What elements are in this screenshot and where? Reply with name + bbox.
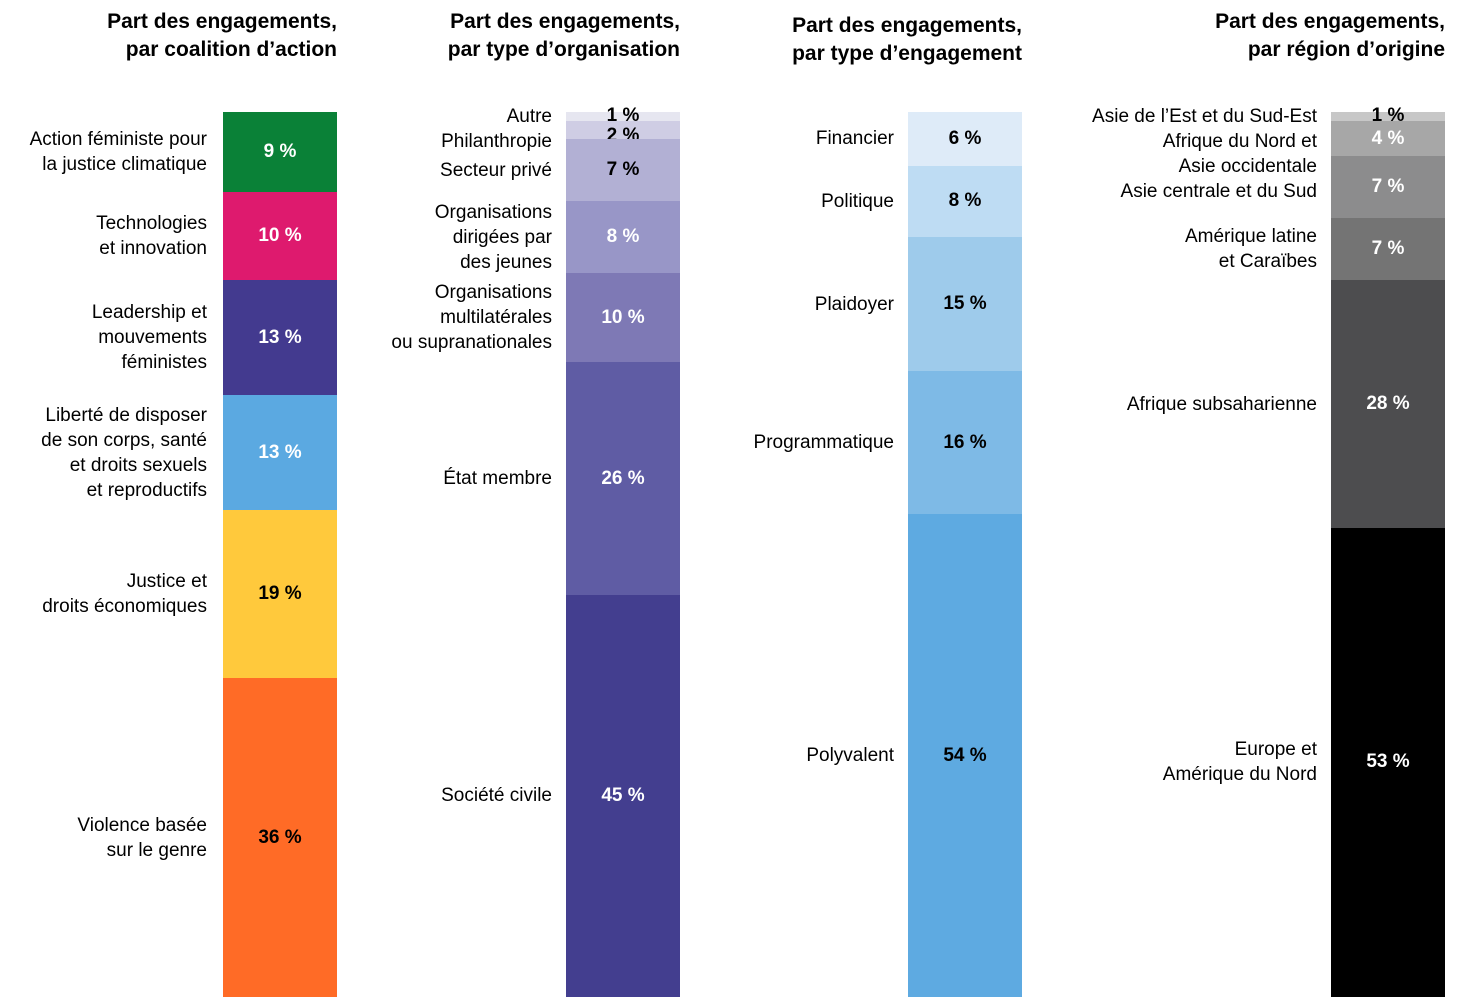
title-line: Part des engagements, <box>792 14 1022 37</box>
segment-label: Amérique latine et Caraïbes <box>1184 226 1317 273</box>
value-label: 53 % <box>1366 751 1410 773</box>
segment-label: Organisations multilatérales ou supranat… <box>391 282 552 354</box>
segment-label: Technologies et innovation <box>96 212 207 259</box>
segment-label: Asie centrale et du Sud <box>1120 180 1317 202</box>
bar-segment <box>1331 120 1445 157</box>
bar-segment <box>223 280 337 396</box>
segment-label: Justice et droits économiques <box>42 571 207 618</box>
segment-label: Action féministe pour la justice climati… <box>29 128 207 175</box>
value-label: 9 % <box>263 140 297 162</box>
segment-label: Politique <box>821 190 894 212</box>
segment-label: Liberté de disposer de son corps, santé … <box>41 404 207 501</box>
title-line: par type d’organisation <box>447 38 680 61</box>
bar-segment <box>566 120 680 139</box>
segment-label: Programmatique <box>753 432 894 454</box>
segment-label: État membre <box>443 468 552 489</box>
value-label: 16 % <box>943 431 987 453</box>
value-label: 36 % <box>258 826 302 848</box>
segment-label: Organisations dirigées par des jeunes <box>434 201 552 273</box>
segment-label: Financier <box>815 128 894 150</box>
chart-title: Part des engagements, par région d’origin… <box>1215 8 1445 64</box>
bar-segment <box>908 165 1022 238</box>
value-label: 8 % <box>948 190 982 212</box>
bar-segment <box>566 272 680 363</box>
value-label: 7 % <box>1371 238 1405 260</box>
bar-segment <box>566 362 680 595</box>
segment-label: Polyvalent <box>806 745 894 767</box>
segment-label: Leadership et mouvements féministes <box>91 302 207 374</box>
title-line: par coalition d’action <box>125 38 337 61</box>
title-line: par type d’engagement <box>792 42 1022 65</box>
bar-segment <box>566 594 680 997</box>
value-label: 26 % <box>601 467 645 489</box>
bar-segment <box>223 112 337 192</box>
value-label: 54 % <box>943 744 987 766</box>
segment-label: Philanthropie <box>441 130 552 152</box>
value-label: 15 % <box>943 293 987 315</box>
value-label: 45 % <box>601 784 645 806</box>
bar-segment <box>223 510 337 679</box>
bar-segment <box>908 514 1022 997</box>
segment-label: Afrique du Nord et Asie occidentale <box>1162 130 1317 177</box>
segment-label: Société civile <box>441 785 552 807</box>
segment-label: Violence basée sur le genre <box>77 814 207 861</box>
bar-segment <box>1331 527 1445 997</box>
value-label: 13 % <box>258 326 302 348</box>
chart-title: Part des engagements, par coalition d’act… <box>107 8 337 64</box>
value-label: 19 % <box>258 583 302 605</box>
segment-label: Afrique subsaharienne <box>1126 393 1317 415</box>
segment-label: Autre <box>506 105 552 127</box>
bar-segment <box>908 112 1022 166</box>
bar-segment <box>566 138 680 202</box>
bar-segment <box>908 237 1022 372</box>
title-line: par région d’origine <box>1247 38 1445 61</box>
bar-segment <box>1331 280 1445 528</box>
segment-label: Europe et Amérique du Nord <box>1162 739 1317 786</box>
chart-title: Part des engagements, par type d’engageme… <box>792 12 1022 68</box>
segment-label: Secteur privé <box>440 159 552 181</box>
title-line: Part des engagements, <box>450 10 680 33</box>
title-line: Part des engagements, <box>1215 10 1445 33</box>
value-label: 7 % <box>606 159 640 181</box>
title-line: Part des engagements, <box>107 10 337 33</box>
bar-segment <box>223 678 337 997</box>
bar-segment <box>223 191 337 281</box>
segment-label: Plaidoyer <box>814 293 894 315</box>
bar-segment <box>908 371 1022 515</box>
value-label: 7 % <box>1371 176 1405 198</box>
value-label: 8 % <box>606 226 640 248</box>
value-label: 13 % <box>258 441 302 463</box>
value-label: 28 % <box>1366 393 1410 415</box>
segment-label: Asie de l’Est et du Sud-Est <box>1092 105 1317 127</box>
bar-segment <box>223 395 337 511</box>
value-label: 10 % <box>258 224 302 246</box>
value-label: 10 % <box>601 306 645 328</box>
bar-segment <box>1331 156 1445 219</box>
value-label: 6 % <box>948 127 982 149</box>
chart-title: Part des engagements, par type d’organisa… <box>448 8 680 64</box>
bar-segment <box>566 201 680 273</box>
bar-segment <box>566 112 680 121</box>
bar-segment <box>1331 218 1445 281</box>
bar-segment <box>1331 112 1445 121</box>
value-label: 4 % <box>1371 127 1405 149</box>
